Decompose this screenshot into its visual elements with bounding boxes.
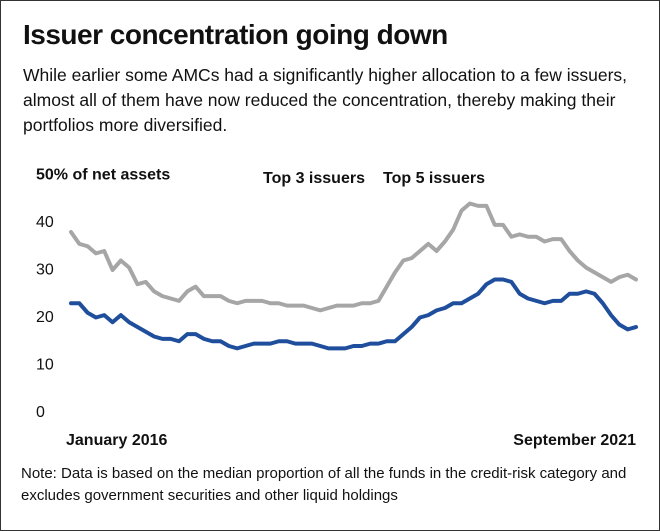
y-tick-label: 30 [36, 262, 54, 279]
x-tick-label: January 2016 [66, 432, 168, 449]
y-tick-label: 10 [36, 357, 54, 374]
series-line [69, 201, 638, 313]
y-tick-label: 0 [36, 404, 45, 421]
chart-note: Note: Data is based on the median propor… [21, 465, 627, 504]
series-line [69, 277, 638, 351]
x-tick-label: September 2021 [513, 432, 636, 449]
y-tick-label: 40 [36, 214, 54, 231]
chart-title: Issuer concentration going down [23, 19, 448, 50]
chart: 0 10 20 30 40 50% of net assets January 2016 Se… [36, 167, 638, 449]
legend-entry: Top 5 issuers [383, 170, 485, 187]
y-tick-label: 20 [36, 309, 54, 326]
legend-entry: Top 3 issuers [263, 170, 365, 187]
y-tick-label: 50% of net assets [36, 167, 170, 184]
chart-subtitle: While earlier some AMCs had a significan… [23, 65, 628, 135]
